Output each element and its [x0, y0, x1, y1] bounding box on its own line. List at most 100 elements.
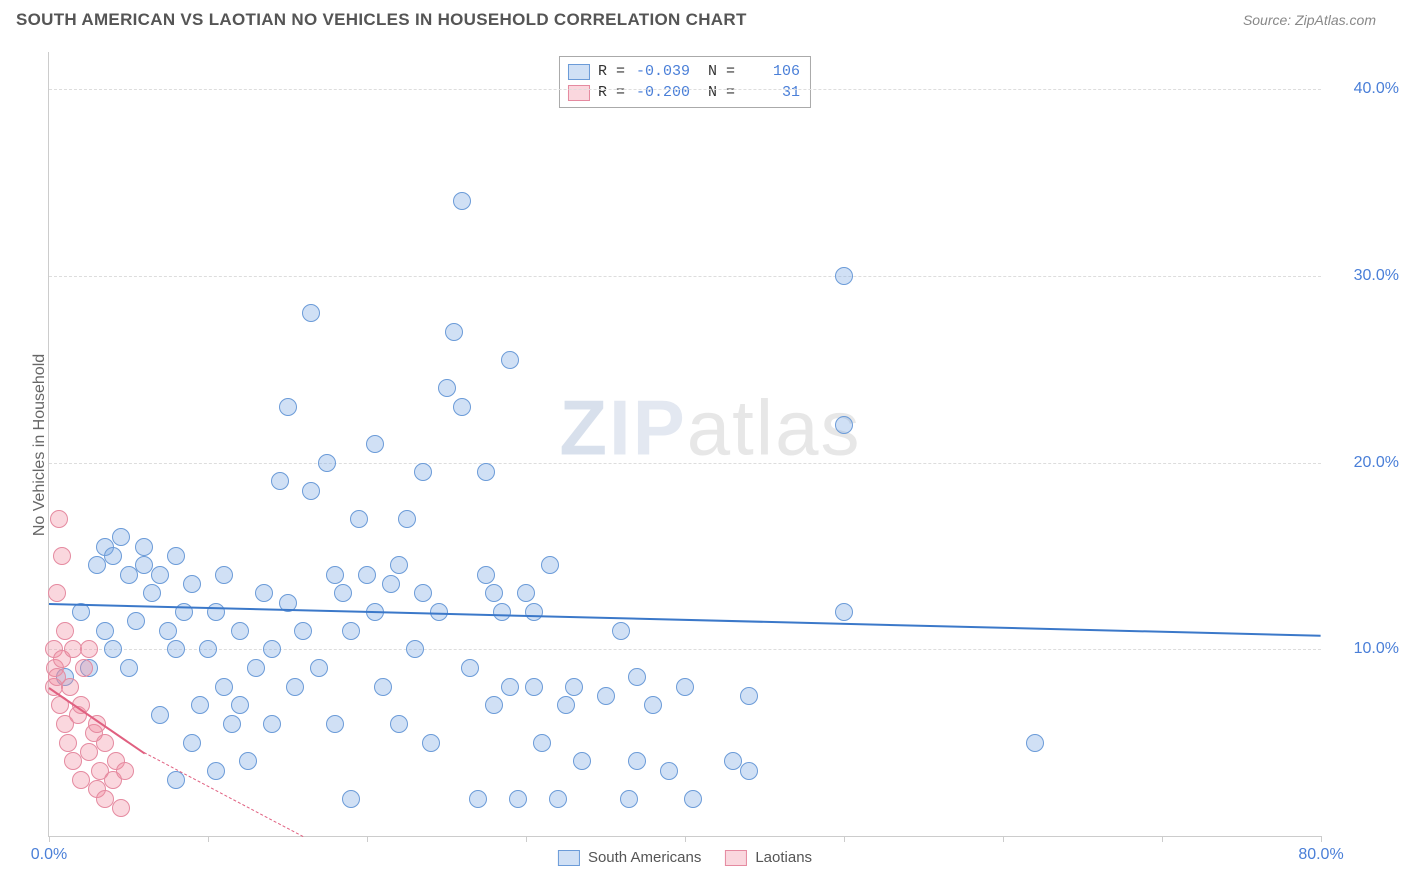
- data-point: [438, 379, 456, 397]
- x-tick-mark: [1003, 836, 1004, 842]
- data-point: [620, 790, 638, 808]
- data-point: [294, 622, 312, 640]
- x-tick-mark: [208, 836, 209, 842]
- data-point: [215, 678, 233, 696]
- data-point: [390, 715, 408, 733]
- data-point: [477, 463, 495, 481]
- x-tick-label: 80.0%: [1298, 846, 1343, 864]
- data-point: [56, 622, 74, 640]
- data-point: [414, 584, 432, 602]
- data-point: [565, 678, 583, 696]
- data-point: [334, 584, 352, 602]
- data-point: [53, 547, 71, 565]
- data-point: [239, 752, 257, 770]
- data-point: [517, 584, 535, 602]
- data-point: [88, 556, 106, 574]
- data-point: [469, 790, 487, 808]
- x-tick-mark: [1162, 836, 1163, 842]
- data-point: [48, 584, 66, 602]
- data-point: [485, 584, 503, 602]
- x-tick-label: 0.0%: [31, 846, 67, 864]
- data-point: [374, 678, 392, 696]
- data-point: [199, 640, 217, 658]
- data-point: [263, 640, 281, 658]
- data-point: [501, 678, 519, 696]
- data-point: [302, 482, 320, 500]
- chart-title: SOUTH AMERICAN VS LAOTIAN NO VEHICLES IN…: [16, 10, 747, 30]
- data-point: [223, 715, 241, 733]
- data-point: [422, 734, 440, 752]
- data-point: [835, 267, 853, 285]
- x-tick-mark: [49, 836, 50, 842]
- data-point: [684, 790, 702, 808]
- data-point: [80, 640, 98, 658]
- data-point: [493, 603, 511, 621]
- data-point: [183, 734, 201, 752]
- data-point: [104, 640, 122, 658]
- data-point: [231, 696, 249, 714]
- gridline: [49, 649, 1321, 650]
- data-point: [382, 575, 400, 593]
- data-point: [835, 603, 853, 621]
- data-point: [358, 566, 376, 584]
- data-point: [414, 463, 432, 481]
- data-point: [676, 678, 694, 696]
- data-point: [286, 678, 304, 696]
- data-point: [112, 799, 130, 817]
- y-tick-label: 10.0%: [1334, 640, 1399, 658]
- data-point: [326, 715, 344, 733]
- data-point: [612, 622, 630, 640]
- data-point: [302, 304, 320, 322]
- data-point: [75, 659, 93, 677]
- data-point: [255, 584, 273, 602]
- data-point: [533, 734, 551, 752]
- data-point: [445, 323, 463, 341]
- data-point: [50, 510, 68, 528]
- plot-area: ZIPatlas R = -0.039 N = 106R = -0.200 N …: [48, 52, 1321, 837]
- x-tick-mark: [1321, 836, 1322, 842]
- data-point: [557, 696, 575, 714]
- data-point: [509, 790, 527, 808]
- legend-swatch: [558, 850, 580, 866]
- stat-legend: R = -0.039 N = 106R = -0.200 N = 31: [559, 56, 811, 108]
- data-point: [143, 584, 161, 602]
- data-point: [64, 752, 82, 770]
- series-legend-label: Laotians: [755, 849, 812, 866]
- x-tick-mark: [526, 836, 527, 842]
- data-point: [151, 706, 169, 724]
- data-point: [597, 687, 615, 705]
- data-point: [740, 687, 758, 705]
- data-point: [207, 603, 225, 621]
- trend-line: [144, 752, 303, 837]
- chart-header: SOUTH AMERICAN VS LAOTIAN NO VEHICLES IN…: [0, 0, 1406, 36]
- data-point: [573, 752, 591, 770]
- data-point: [167, 640, 185, 658]
- data-point: [549, 790, 567, 808]
- data-point: [231, 622, 249, 640]
- y-tick-label: 20.0%: [1334, 454, 1399, 472]
- data-point: [207, 762, 225, 780]
- data-point: [501, 351, 519, 369]
- data-point: [127, 612, 145, 630]
- stat-legend-row: R = -0.200 N = 31: [568, 82, 800, 103]
- data-point: [120, 659, 138, 677]
- data-point: [318, 454, 336, 472]
- data-point: [525, 678, 543, 696]
- gridline: [49, 89, 1321, 90]
- data-point: [477, 566, 495, 584]
- data-point: [660, 762, 678, 780]
- data-point: [644, 696, 662, 714]
- y-axis-label: No Vehicles in Household: [31, 353, 49, 535]
- chart-area: No Vehicles in Household ZIPatlas R = -0…: [48, 52, 1321, 837]
- data-point: [541, 556, 559, 574]
- legend-swatch: [725, 850, 747, 866]
- data-point: [116, 762, 134, 780]
- data-point: [461, 659, 479, 677]
- series-legend-item: South Americans: [558, 849, 701, 866]
- x-tick-mark: [685, 836, 686, 842]
- x-tick-mark: [367, 836, 368, 842]
- data-point: [96, 622, 114, 640]
- data-point: [628, 752, 646, 770]
- data-point: [271, 472, 289, 490]
- data-point: [453, 192, 471, 210]
